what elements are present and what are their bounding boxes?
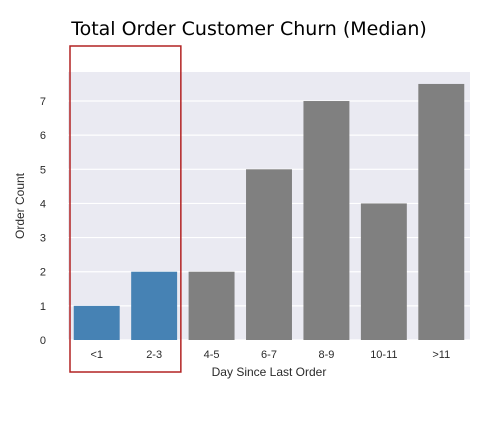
x-tick-label: 8-9 xyxy=(318,349,334,361)
y-tick-label: 0 xyxy=(40,335,46,347)
y-tick-label: 2 xyxy=(40,267,46,279)
y-tick-label: 1 xyxy=(40,301,46,313)
x-tick-label: 2-3 xyxy=(146,349,162,361)
y-tick-labels: 0 1 2 3 4 5 6 7 xyxy=(40,96,46,347)
y-tick-label: 3 xyxy=(40,233,46,245)
x-axis-label: Day Since Last Order xyxy=(212,365,327,379)
bar-4-5 xyxy=(188,271,235,340)
bar-6-7 xyxy=(246,169,292,340)
x-tick-label: 6-7 xyxy=(261,349,277,361)
x-tick-label: >11 xyxy=(432,349,450,361)
x-tick-label: <1 xyxy=(90,349,103,361)
y-axis-label: Order Count xyxy=(13,172,27,239)
chart-title: Total Order Customer Churn (Median) xyxy=(71,18,427,40)
bar-10-11 xyxy=(360,203,407,340)
bar-2-3 xyxy=(131,271,178,340)
y-tick-label: 4 xyxy=(40,198,46,210)
bar-8-9 xyxy=(303,101,350,341)
x-tick-label: 10-11 xyxy=(370,349,397,361)
x-tick-labels: <1 2-3 4-5 6-7 8-9 10-11 >11 xyxy=(90,349,450,361)
bar-<1 xyxy=(73,305,120,340)
x-tick-label: 4-5 xyxy=(204,349,220,361)
y-tick-label: 7 xyxy=(40,96,46,108)
y-tick-label: 6 xyxy=(40,130,46,142)
bar->11 xyxy=(418,83,465,341)
bars xyxy=(73,83,465,341)
highlight-box xyxy=(69,45,182,373)
y-tick-label: 5 xyxy=(40,164,46,176)
